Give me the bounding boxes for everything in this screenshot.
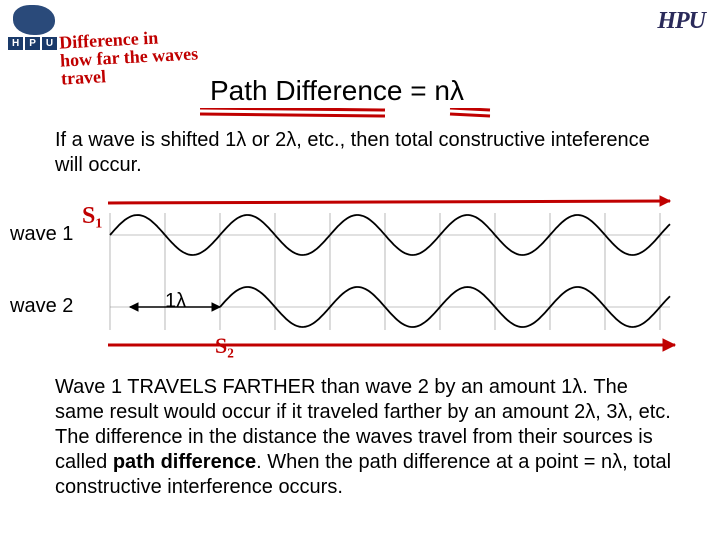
wave-diagram: wave 1 wave 2 S₁ S₂ 1λ bbox=[10, 195, 710, 365]
wave-svg bbox=[10, 195, 710, 365]
source-1-annotation: S₁ bbox=[82, 203, 103, 230]
handwritten-note: Difference in how far the waves travel bbox=[59, 26, 200, 87]
source-2-annotation: S₂ bbox=[215, 333, 234, 359]
logo-letter: P bbox=[25, 37, 40, 50]
logo-letters: H P U bbox=[8, 37, 63, 50]
lambda-offset-label: 1λ bbox=[165, 290, 186, 313]
logo-letter: U bbox=[42, 37, 57, 50]
title-underline bbox=[200, 108, 500, 122]
logo-letter: H bbox=[8, 37, 23, 50]
hpu-logo-right: HPU bbox=[657, 8, 705, 35]
wave1-label: wave 1 bbox=[10, 223, 73, 246]
hpu-logo-left: H P U bbox=[8, 5, 63, 50]
paragraph-intro: If a wave is shifted 1λ or 2λ, etc., the… bbox=[55, 128, 675, 178]
slide-title: Path Difference = nλ bbox=[210, 75, 464, 107]
wave2-label: wave 2 bbox=[10, 295, 73, 318]
logo-shape bbox=[13, 5, 55, 35]
paragraph-explanation: Wave 1 TRAVELS FARTHER than wave 2 by an… bbox=[55, 375, 680, 500]
para2-bold: path difference bbox=[113, 451, 256, 473]
